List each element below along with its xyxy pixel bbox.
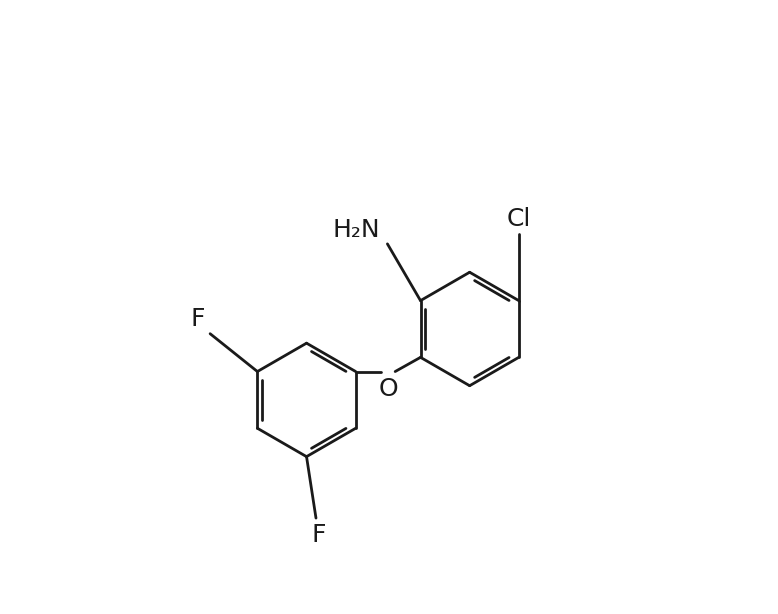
Text: Cl: Cl: [506, 207, 531, 231]
Text: O: O: [378, 377, 398, 401]
Text: H₂N: H₂N: [333, 217, 380, 241]
Text: F: F: [191, 308, 205, 332]
Text: F: F: [311, 523, 326, 547]
